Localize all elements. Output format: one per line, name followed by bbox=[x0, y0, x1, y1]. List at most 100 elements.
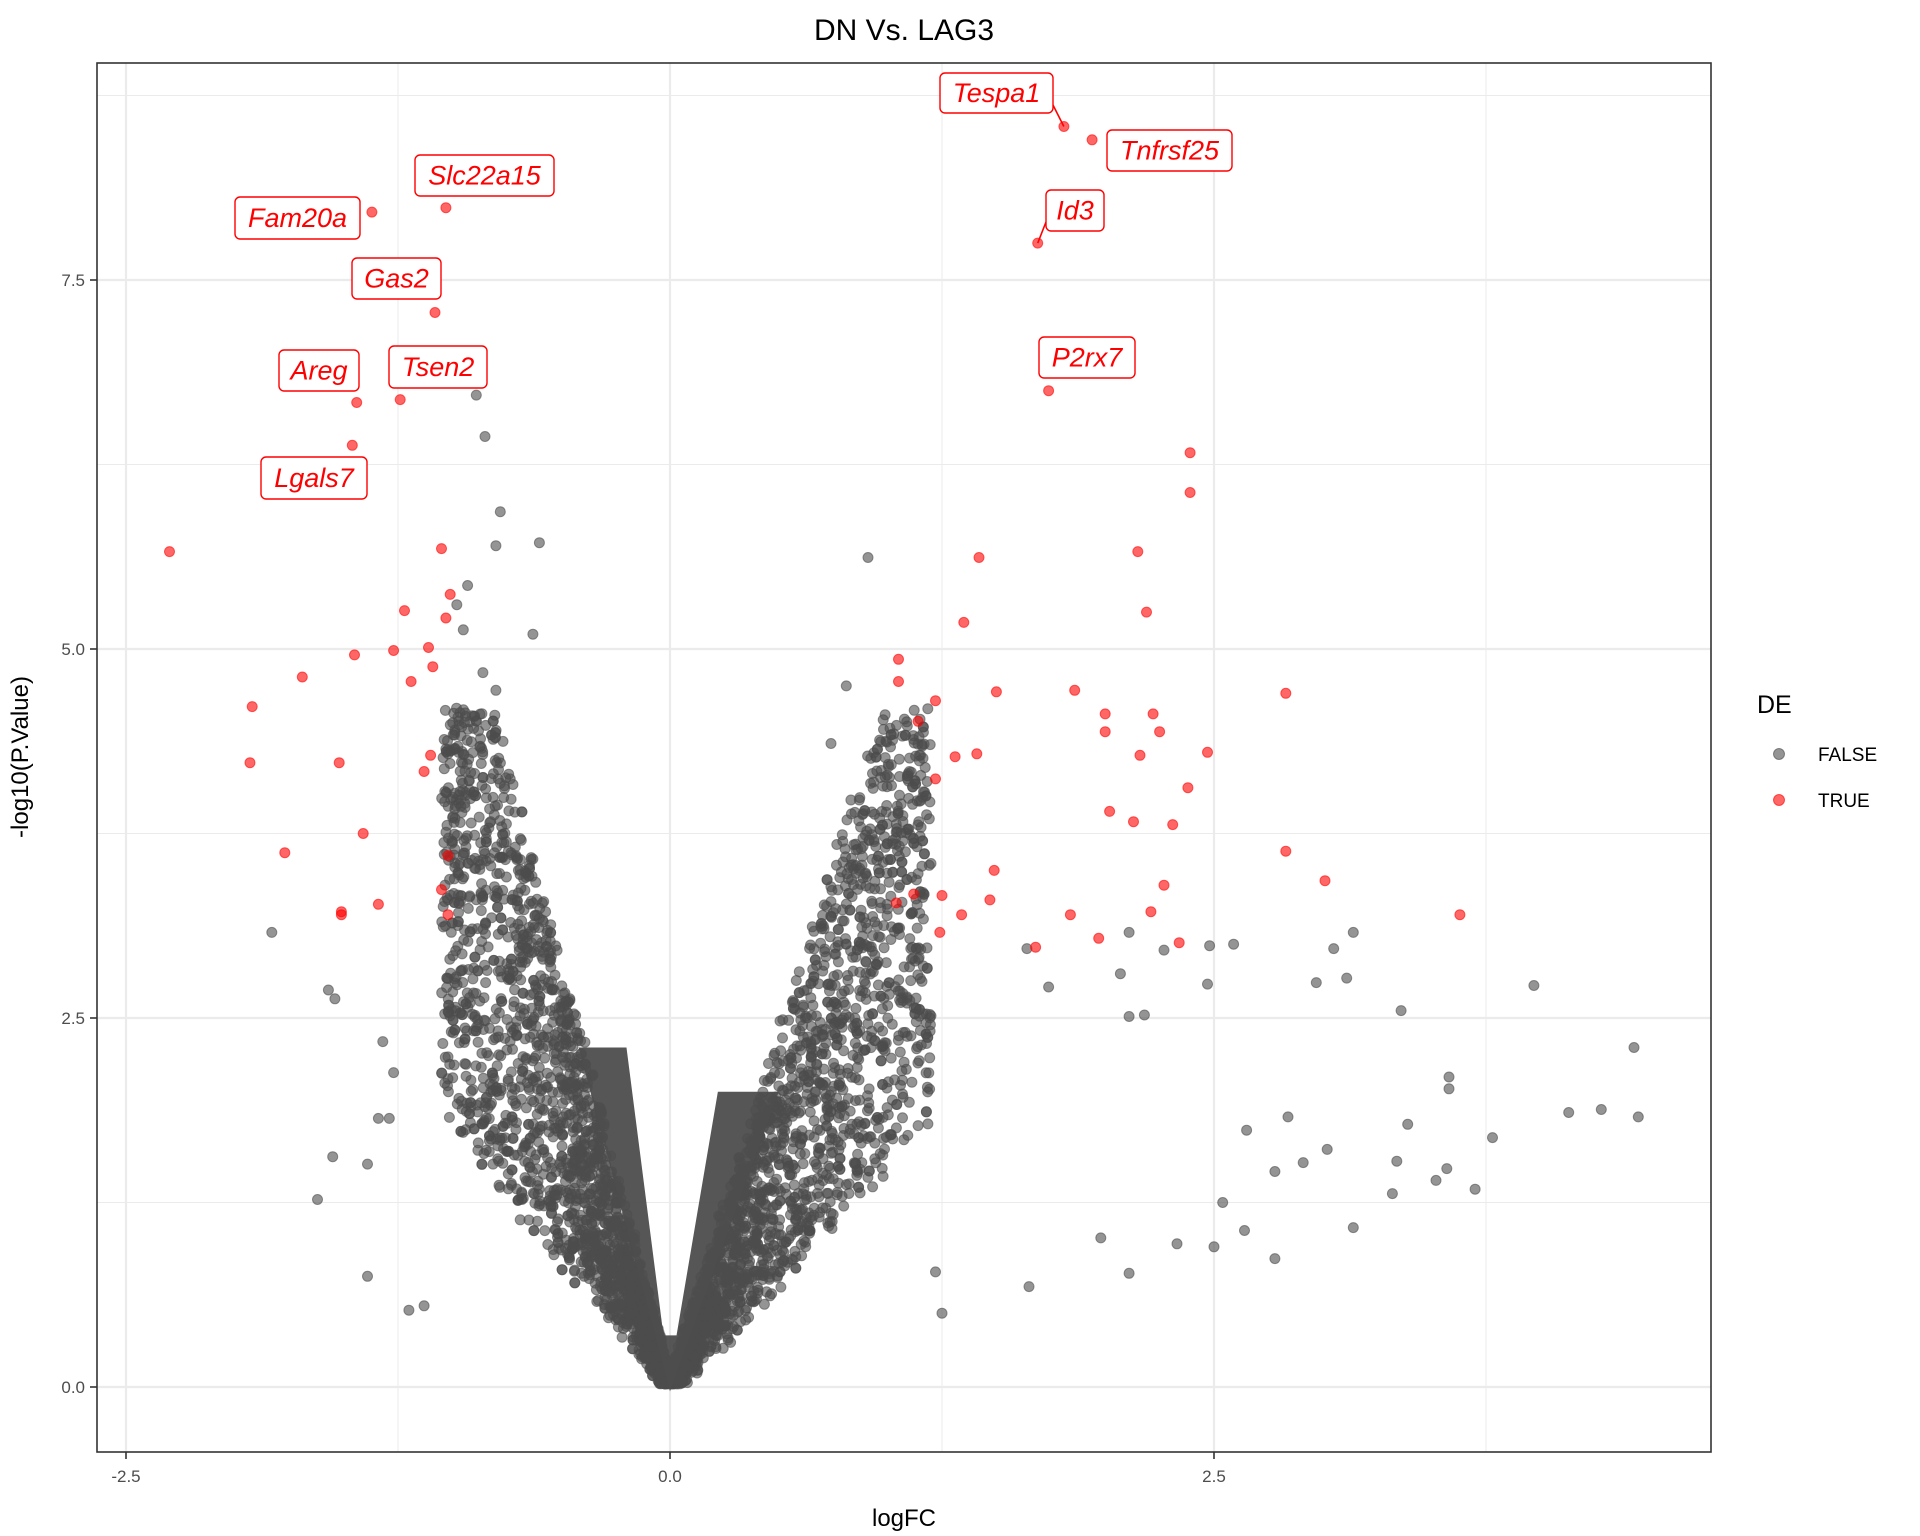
legend-true-dot-icon bbox=[1773, 794, 1785, 806]
data-point bbox=[936, 1307, 948, 1319]
data-point bbox=[1147, 708, 1159, 720]
dense-point-cloud bbox=[436, 702, 937, 1392]
data-point bbox=[490, 540, 502, 552]
data-point bbox=[1184, 447, 1196, 459]
x-axis-title: logFC bbox=[872, 1505, 936, 1532]
data-point bbox=[451, 599, 463, 611]
data-point bbox=[418, 766, 430, 777]
data-point bbox=[425, 749, 437, 761]
data-point bbox=[527, 628, 539, 640]
data-point bbox=[436, 543, 447, 555]
data-point bbox=[930, 1266, 941, 1278]
data-point bbox=[479, 431, 491, 442]
data-point bbox=[1487, 1132, 1498, 1144]
data-point bbox=[1528, 980, 1540, 991]
data-point bbox=[1202, 978, 1213, 990]
data-point bbox=[164, 546, 175, 558]
gene-label-text: Gas2 bbox=[364, 264, 429, 294]
data-point bbox=[490, 684, 502, 696]
gene-label-tnfrsf25: Tnfrsf25 bbox=[1106, 129, 1233, 172]
data-point bbox=[246, 701, 258, 713]
data-point bbox=[956, 909, 968, 921]
data-point bbox=[1095, 1232, 1107, 1244]
data-point bbox=[1123, 926, 1135, 938]
data-point bbox=[1347, 926, 1359, 938]
data-point bbox=[1563, 1107, 1575, 1118]
data-point bbox=[1128, 816, 1139, 828]
gene-label-slc22a15: Slc22a15 bbox=[414, 154, 555, 197]
gene-label-tespa1: Tespa1 bbox=[939, 72, 1065, 127]
data-point bbox=[1280, 845, 1292, 857]
gene-label-text: Areg bbox=[288, 356, 347, 386]
data-point bbox=[279, 847, 291, 859]
data-point bbox=[1173, 937, 1185, 949]
y-tick-label: 0.0 bbox=[61, 1378, 85, 1397]
data-point bbox=[971, 748, 983, 760]
plot-panel: Tespa1 Tnfrsf25 Slc22a15 Fam20a Id3 Gas2 P2rx7… bbox=[96, 62, 1712, 1453]
labeled-data-point bbox=[346, 439, 358, 451]
data-point bbox=[1030, 941, 1042, 953]
data-point bbox=[470, 389, 482, 401]
data-point bbox=[1023, 1281, 1035, 1293]
data-point bbox=[440, 612, 452, 624]
legend-title: DE bbox=[1757, 691, 1792, 719]
data-point bbox=[1064, 909, 1076, 921]
data-point bbox=[349, 649, 360, 661]
gene-label-text: Fam20a bbox=[248, 203, 347, 233]
data-point bbox=[934, 926, 946, 938]
data-point bbox=[1069, 684, 1081, 696]
y-tick-label: 7.5 bbox=[61, 271, 85, 290]
data-point bbox=[1632, 1111, 1644, 1123]
data-point bbox=[1114, 968, 1126, 980]
data-point bbox=[1184, 487, 1196, 498]
data-point bbox=[877, 714, 889, 726]
data-point bbox=[1093, 932, 1105, 944]
gene-label-fam20a: Fam20a bbox=[234, 196, 361, 240]
data-point bbox=[266, 926, 278, 938]
data-point bbox=[1469, 1183, 1481, 1195]
data-point bbox=[1628, 1042, 1640, 1053]
data-point bbox=[949, 751, 961, 763]
data-point bbox=[1328, 943, 1340, 955]
data-point bbox=[1167, 819, 1179, 831]
y-axis: 0.0 2.5 5.0 7.5 bbox=[61, 271, 97, 1397]
data-point bbox=[244, 757, 256, 769]
data-point bbox=[372, 898, 384, 910]
data-point bbox=[1386, 1188, 1398, 1200]
data-point bbox=[1395, 1005, 1407, 1017]
data-point bbox=[322, 984, 334, 996]
gene-label-text: Slc22a15 bbox=[428, 161, 542, 191]
data-point bbox=[357, 828, 369, 839]
x-tick-label: 2.5 bbox=[1202, 1467, 1226, 1486]
data-point bbox=[1099, 708, 1111, 720]
data-point bbox=[444, 588, 456, 600]
labeled-data-point bbox=[1032, 237, 1044, 249]
data-point bbox=[362, 1158, 373, 1170]
data-point bbox=[377, 1036, 389, 1048]
data-point bbox=[327, 1151, 339, 1163]
labeled-data-point bbox=[1043, 385, 1055, 397]
data-point bbox=[984, 894, 996, 906]
data-point bbox=[1282, 1111, 1294, 1123]
chart-title: DN Vs. LAG3 bbox=[814, 14, 994, 47]
data-point bbox=[840, 680, 852, 692]
data-point bbox=[312, 1194, 323, 1205]
labeled-data-point bbox=[429, 307, 441, 318]
data-point bbox=[825, 738, 837, 749]
data-point bbox=[388, 1067, 400, 1079]
data-point bbox=[1099, 726, 1111, 738]
legend-false-dot-icon bbox=[1773, 748, 1785, 760]
data-point bbox=[442, 909, 454, 921]
data-point bbox=[890, 897, 902, 909]
legend-label-true: TRUE bbox=[1818, 791, 1870, 812]
data-point bbox=[1280, 687, 1292, 699]
data-point bbox=[1443, 1083, 1455, 1095]
data-point bbox=[494, 506, 506, 518]
data-point bbox=[1134, 749, 1146, 761]
data-point bbox=[1443, 1071, 1455, 1083]
data-point bbox=[1321, 1143, 1333, 1155]
data-point bbox=[329, 993, 341, 1005]
legend: DE FALSE TRUE bbox=[1757, 691, 1877, 812]
data-point bbox=[893, 676, 904, 687]
data-point bbox=[1182, 782, 1194, 794]
